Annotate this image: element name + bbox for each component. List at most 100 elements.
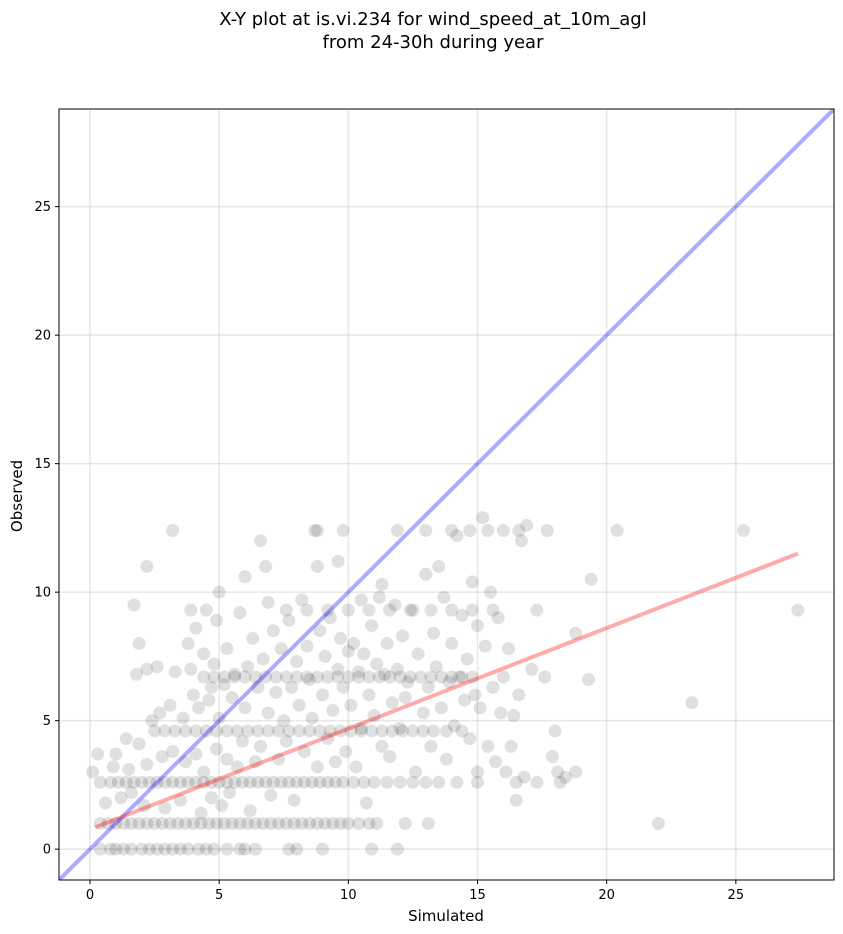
- data-point: [86, 765, 100, 779]
- data-point: [279, 670, 293, 684]
- data-point: [328, 775, 342, 789]
- data-point: [375, 739, 389, 753]
- data-point: [109, 747, 123, 761]
- data-point: [256, 816, 270, 830]
- data-point: [476, 511, 490, 525]
- data-point: [434, 670, 448, 684]
- data-point: [173, 775, 187, 789]
- data-point: [238, 670, 252, 684]
- data-point: [106, 760, 120, 774]
- data-point: [243, 804, 257, 818]
- data-point: [365, 842, 379, 856]
- data-point: [127, 775, 141, 789]
- data-point: [352, 816, 366, 830]
- data-point: [238, 701, 252, 715]
- data-point: [409, 765, 422, 779]
- data-point: [220, 752, 234, 766]
- data-point: [341, 816, 355, 830]
- data-point: [551, 765, 565, 779]
- data-point: [339, 745, 353, 758]
- data-point: [318, 649, 332, 663]
- data-point: [403, 670, 417, 684]
- fit-line: [94, 551, 799, 830]
- data-point: [362, 688, 376, 702]
- data-point: [530, 603, 544, 617]
- data-point: [447, 719, 461, 733]
- data-point: [372, 590, 386, 604]
- data-point: [238, 842, 252, 856]
- data-point: [225, 816, 239, 830]
- data-point: [197, 647, 211, 661]
- data-point: [375, 577, 389, 591]
- data-point: [460, 652, 474, 666]
- data-point: [445, 637, 459, 651]
- data-point: [181, 637, 195, 651]
- data-point: [354, 593, 368, 607]
- data-point: [421, 816, 435, 830]
- data-points: [86, 511, 805, 856]
- data-point: [124, 786, 138, 800]
- data-point: [238, 570, 252, 584]
- data-point: [259, 559, 273, 573]
- data-point: [197, 765, 211, 779]
- data-point: [393, 670, 407, 684]
- data-point: [569, 765, 583, 779]
- data-point: [158, 775, 172, 789]
- data-point: [199, 724, 213, 738]
- data-point: [494, 706, 508, 720]
- data-point: [212, 585, 226, 599]
- data-point: [380, 637, 394, 651]
- data-point: [261, 724, 275, 738]
- data-point: [176, 711, 190, 725]
- data-point: [427, 626, 441, 640]
- data-point: [465, 603, 479, 617]
- y-axis-label: Observed: [8, 460, 26, 532]
- data-point: [651, 816, 665, 830]
- data-point: [419, 523, 433, 537]
- data-point: [248, 755, 262, 769]
- axis-ticks: 0 5 10 15 20 25 0 5 10 15 20 25: [34, 200, 744, 903]
- data-point: [440, 724, 453, 738]
- data-point: [310, 523, 324, 537]
- data-point: [184, 603, 198, 617]
- data-point: [455, 608, 469, 622]
- data-point: [445, 603, 459, 617]
- data-point: [277, 714, 291, 728]
- data-point: [285, 680, 298, 694]
- data-point: [194, 816, 208, 830]
- data-point: [440, 752, 453, 766]
- data-point: [230, 724, 244, 738]
- data-point: [264, 816, 278, 830]
- data-point: [223, 786, 236, 800]
- data-point: [569, 626, 583, 640]
- data-point: [303, 816, 317, 830]
- data-point: [228, 667, 242, 681]
- data-point: [354, 721, 368, 735]
- data-point: [248, 842, 262, 856]
- data-point: [282, 842, 296, 856]
- data-point: [199, 842, 213, 856]
- data-point: [509, 775, 523, 789]
- data-point: [150, 775, 164, 789]
- data-point: [155, 816, 169, 830]
- data-point: [274, 642, 288, 656]
- data-point: [502, 642, 515, 656]
- data-point: [424, 739, 438, 753]
- data-point: [468, 688, 482, 702]
- data-point: [210, 742, 224, 756]
- data-point: [455, 670, 469, 684]
- data-point: [349, 760, 363, 774]
- x-axis-label: Simulated: [408, 907, 484, 925]
- data-point: [478, 639, 492, 653]
- data-point: [334, 816, 348, 830]
- data-point: [398, 691, 412, 705]
- data-point: [481, 739, 495, 753]
- data-point: [168, 724, 182, 738]
- data-point: [452, 670, 466, 684]
- y-tick-label-5: 25: [34, 200, 51, 215]
- data-point: [243, 775, 257, 789]
- data-point: [132, 737, 146, 751]
- data-point: [465, 575, 479, 589]
- data-point: [297, 775, 311, 789]
